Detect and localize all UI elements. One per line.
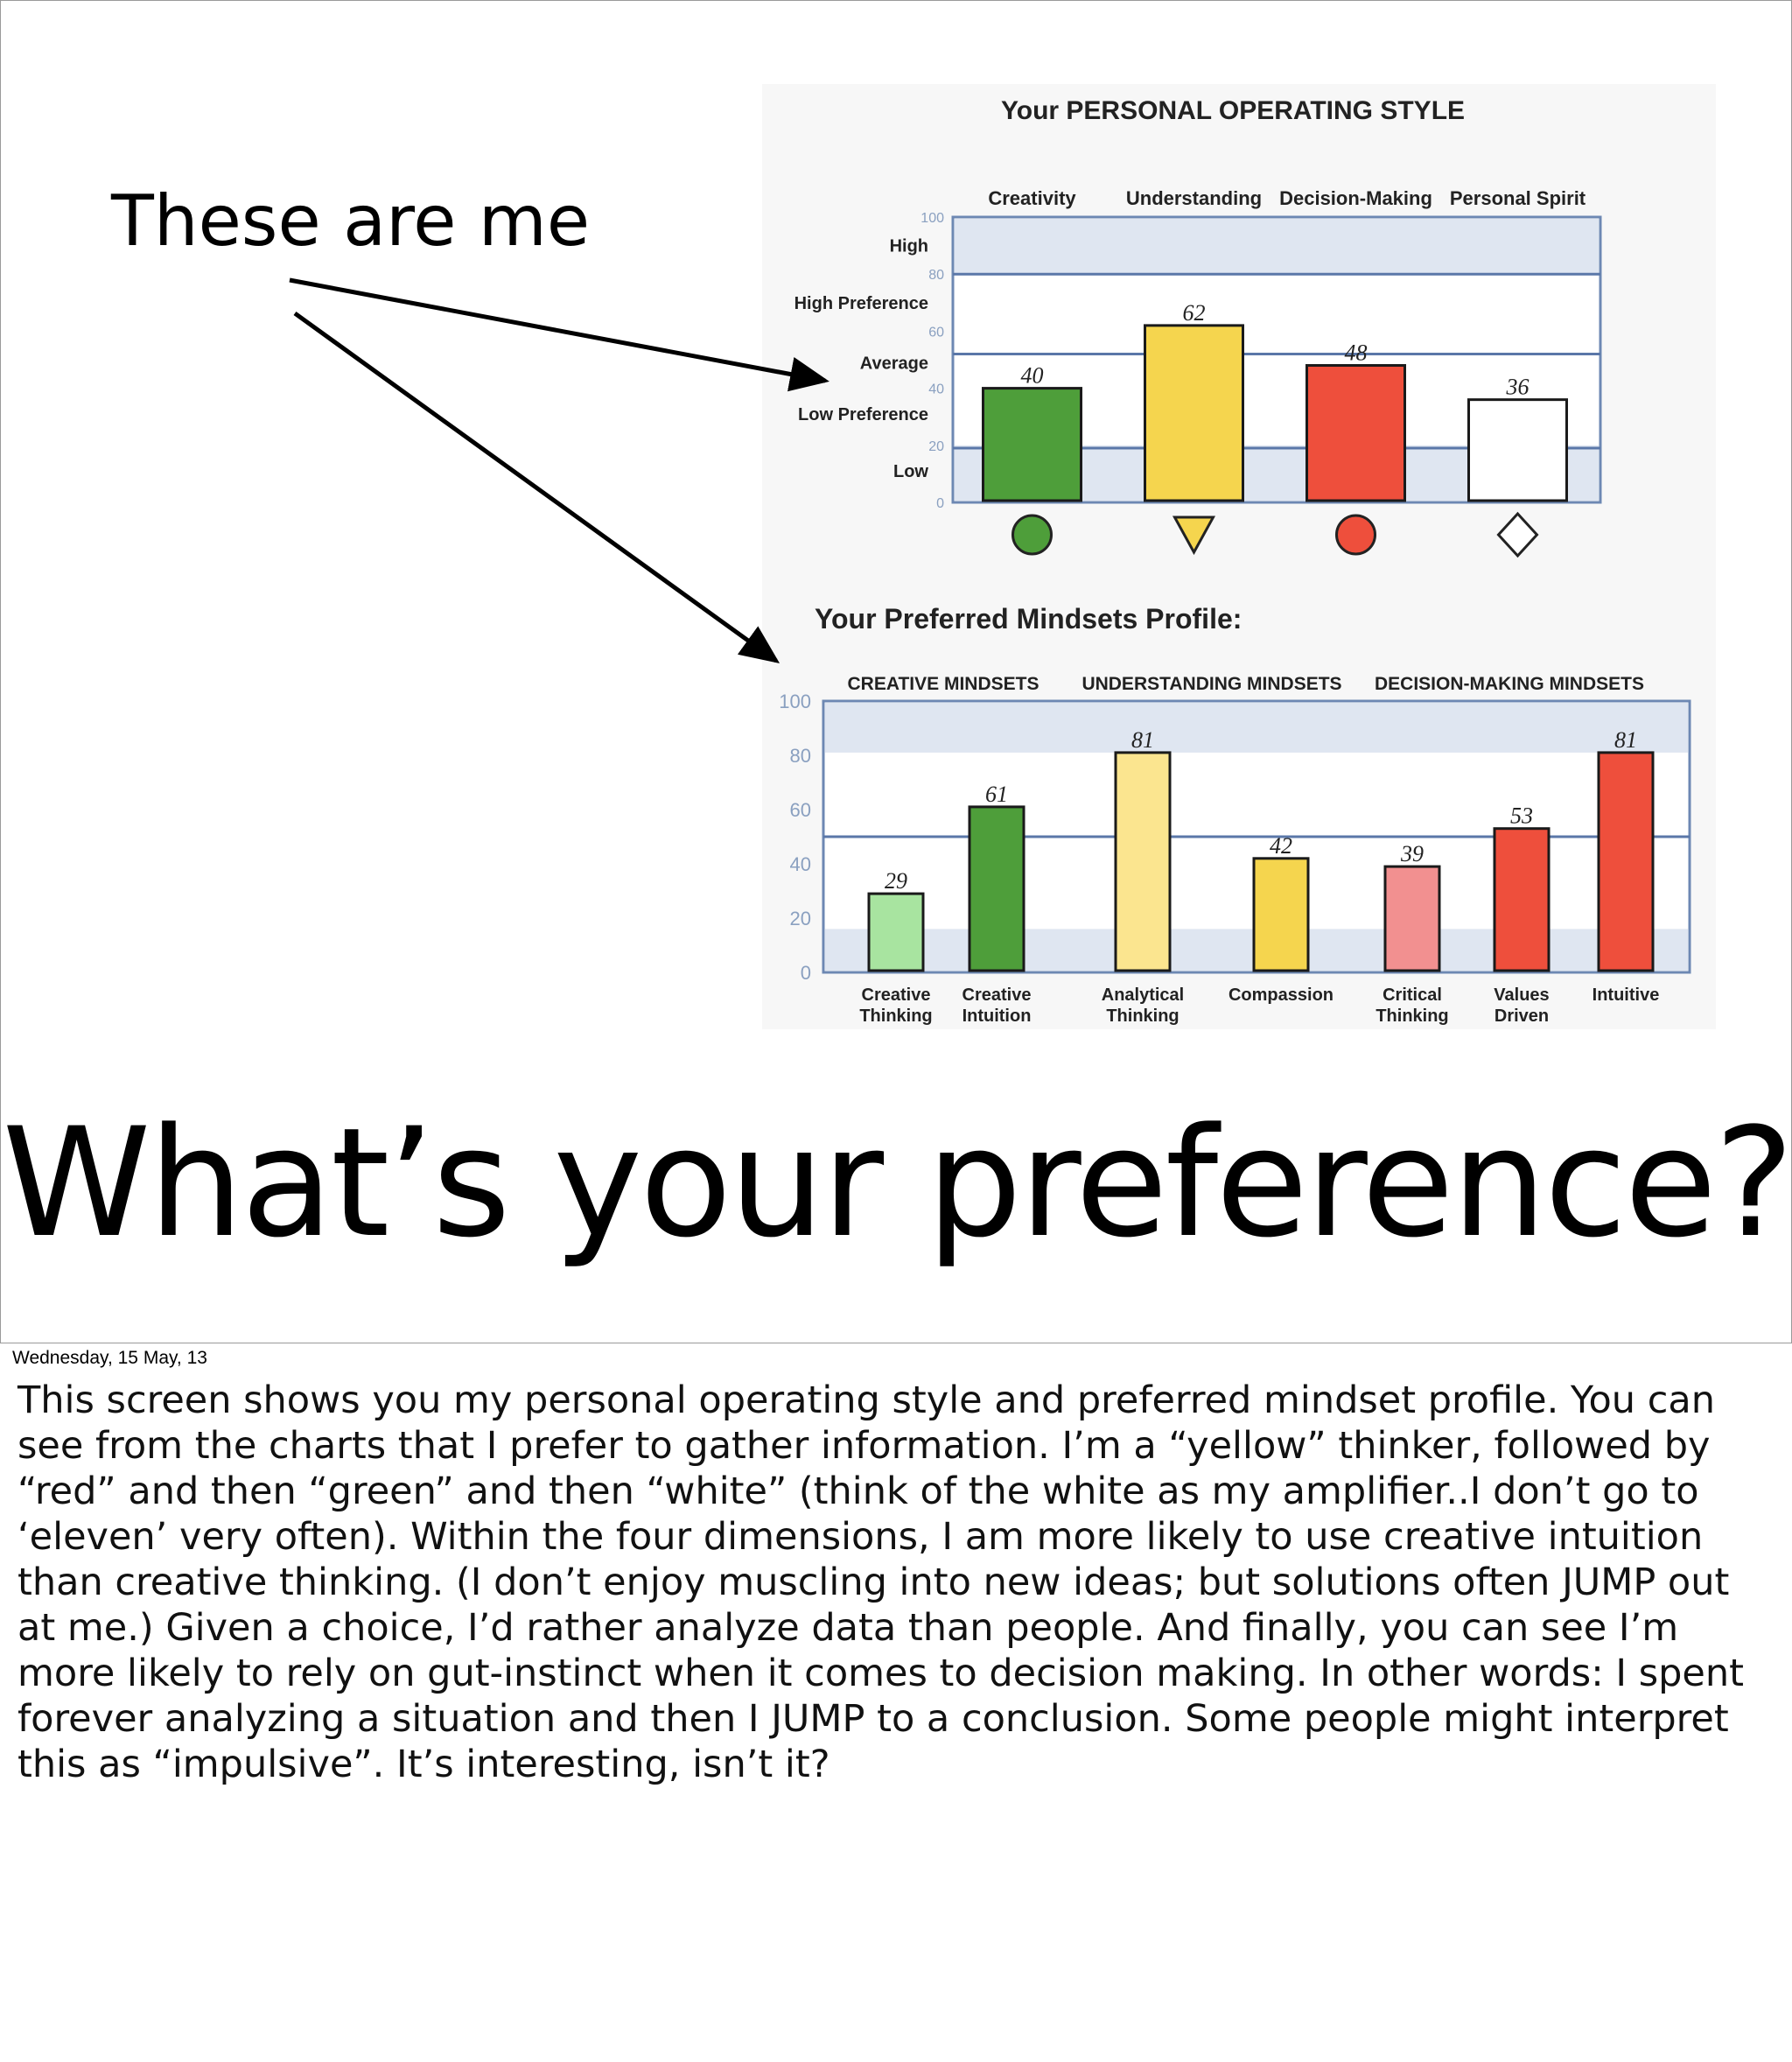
chart2-category-label-line: Creative <box>962 985 1032 1005</box>
chart1-data-label: 62 <box>1183 300 1206 326</box>
chart1-data-label: 48 <box>1345 340 1368 366</box>
chart2-category-label-line: Thinking <box>1376 1006 1448 1026</box>
chart2-bar <box>1493 827 1550 972</box>
chart1-band-label: Low Preference <box>798 405 928 424</box>
chart1-band-label: Low <box>893 462 928 481</box>
chart2-category-label: Intuitive <box>1592 985 1660 1005</box>
chart1-y-tick: 20 <box>928 439 944 454</box>
chart2-bar <box>867 892 925 972</box>
chart1-band-label: High Preference <box>794 294 928 313</box>
chart2-y-tick: 20 <box>790 908 811 929</box>
chart2-bar <box>1383 865 1441 972</box>
chart2-group-label: DECISION-MAKING MINDSETS <box>1375 674 1644 694</box>
chart2-bar <box>1114 751 1172 972</box>
chart2-category-label-line: Critical <box>1382 985 1442 1005</box>
chart2-band-high <box>825 703 1688 753</box>
chart1-band-label: High <box>890 237 928 256</box>
chart2-category-label: Values Driven <box>1494 985 1549 1026</box>
chart1-marker-triangle <box>1172 516 1216 556</box>
chart2-category-label-line: Compassion <box>1228 985 1334 1005</box>
chart2-category-label-line: Values <box>1494 985 1549 1005</box>
chart2-y-tick: 60 <box>790 799 811 821</box>
chart2-y-tick: 100 <box>779 691 811 712</box>
arrow-to-operating-style <box>289 277 830 392</box>
arrow-to-mindsets-profile <box>293 311 780 663</box>
chart2-y-tick: 40 <box>790 853 811 875</box>
chart2-category-label-line: Driven <box>1494 1006 1549 1026</box>
slide: These are me Your PERSONAL OPERATING STY… <box>0 0 1792 1343</box>
chart2-category-label: Critical Thinking <box>1376 985 1448 1026</box>
chart2-category-label-line: Intuition <box>962 1006 1032 1026</box>
chart2-category-label-line: Thinking <box>1106 1006 1179 1026</box>
chart1-title: Your PERSONAL OPERATING STYLE <box>1001 96 1465 125</box>
notes-date: Wednesday, 15 May, 13 <box>12 1348 207 1368</box>
chart2-group-label: UNDERSTANDING MINDSETS <box>1082 674 1341 694</box>
chart2-category-label: Creative Thinking <box>859 985 932 1026</box>
chart1-bar <box>982 387 1082 502</box>
chart1-marker-diamond <box>1496 511 1539 558</box>
chart1-y-tick: 40 <box>928 382 944 397</box>
chart2-data-label: 81 <box>1614 727 1637 753</box>
chart2-y-tick: 0 <box>801 962 811 984</box>
chart1-y-tick: 100 <box>920 211 944 226</box>
chart1-category-label: Creativity <box>988 187 1076 209</box>
chart1-band-high <box>955 219 1599 275</box>
chart1-category-label: Understanding <box>1126 187 1262 209</box>
chart1-marker-circle <box>1012 514 1053 556</box>
chart2-data-label: 39 <box>1400 841 1424 866</box>
chart2-bar <box>1597 751 1655 972</box>
chart1-y-tick: 0 <box>936 496 944 511</box>
chart1-bar <box>1306 364 1406 502</box>
chart2-bar <box>1252 857 1310 972</box>
chart2-category-label-line: Thinking <box>859 1006 932 1026</box>
chart1-bar <box>1467 398 1568 502</box>
chart2-data-label: 53 <box>1510 803 1533 829</box>
chart1-category-label: Personal Spirit <box>1450 187 1586 209</box>
chart2-category-label: Compassion <box>1228 985 1334 1005</box>
chart1-band-label: Average <box>860 354 928 373</box>
chart2-data-label: 61 <box>985 782 1008 807</box>
slide-caption: These are me <box>111 180 591 262</box>
notes-body: This screen shows you my personal operat… <box>18 1378 1744 1786</box>
chart1-data-label: 40 <box>1021 363 1044 389</box>
chart1-marker-circle <box>1335 514 1376 556</box>
chart2-y-tick: 80 <box>790 745 811 767</box>
chart2-data-label: 42 <box>1270 833 1292 859</box>
chart2-data-label: 29 <box>885 868 907 894</box>
chart1-category-label: Decision-Making <box>1279 187 1432 209</box>
charts-svg: Your PERSONAL OPERATING STYLE 0 20 40 60 80 10… <box>779 96 1691 1026</box>
chart2-category-label-line: Creative <box>862 985 931 1005</box>
mindset-figure: Your PERSONAL OPERATING STYLE 0 20 40 60 80 10… <box>762 84 1716 1029</box>
chart1-data-label: 36 <box>1506 375 1530 400</box>
chart2-title: Your Preferred Mindsets Profile: <box>815 603 1242 635</box>
chart2-category-label: Analytical Thinking <box>1102 985 1184 1026</box>
chart1-bar <box>1144 324 1244 502</box>
chart2-category-label-line: Analytical <box>1102 985 1184 1005</box>
chart1-y-tick: 80 <box>928 268 944 283</box>
arrows-svg <box>289 277 830 663</box>
chart1-y-tick: 60 <box>928 325 944 340</box>
chart2-category-label-line: Intuitive <box>1592 985 1660 1005</box>
chart2-data-label: 81 <box>1131 727 1154 753</box>
chart2-category-label: Creative Intuition <box>962 985 1032 1026</box>
chart2-group-label: CREATIVE MINDSETS <box>848 674 1040 694</box>
chart2-bar <box>968 805 1026 972</box>
slide-title: What’s your preference? <box>2 1095 1792 1271</box>
